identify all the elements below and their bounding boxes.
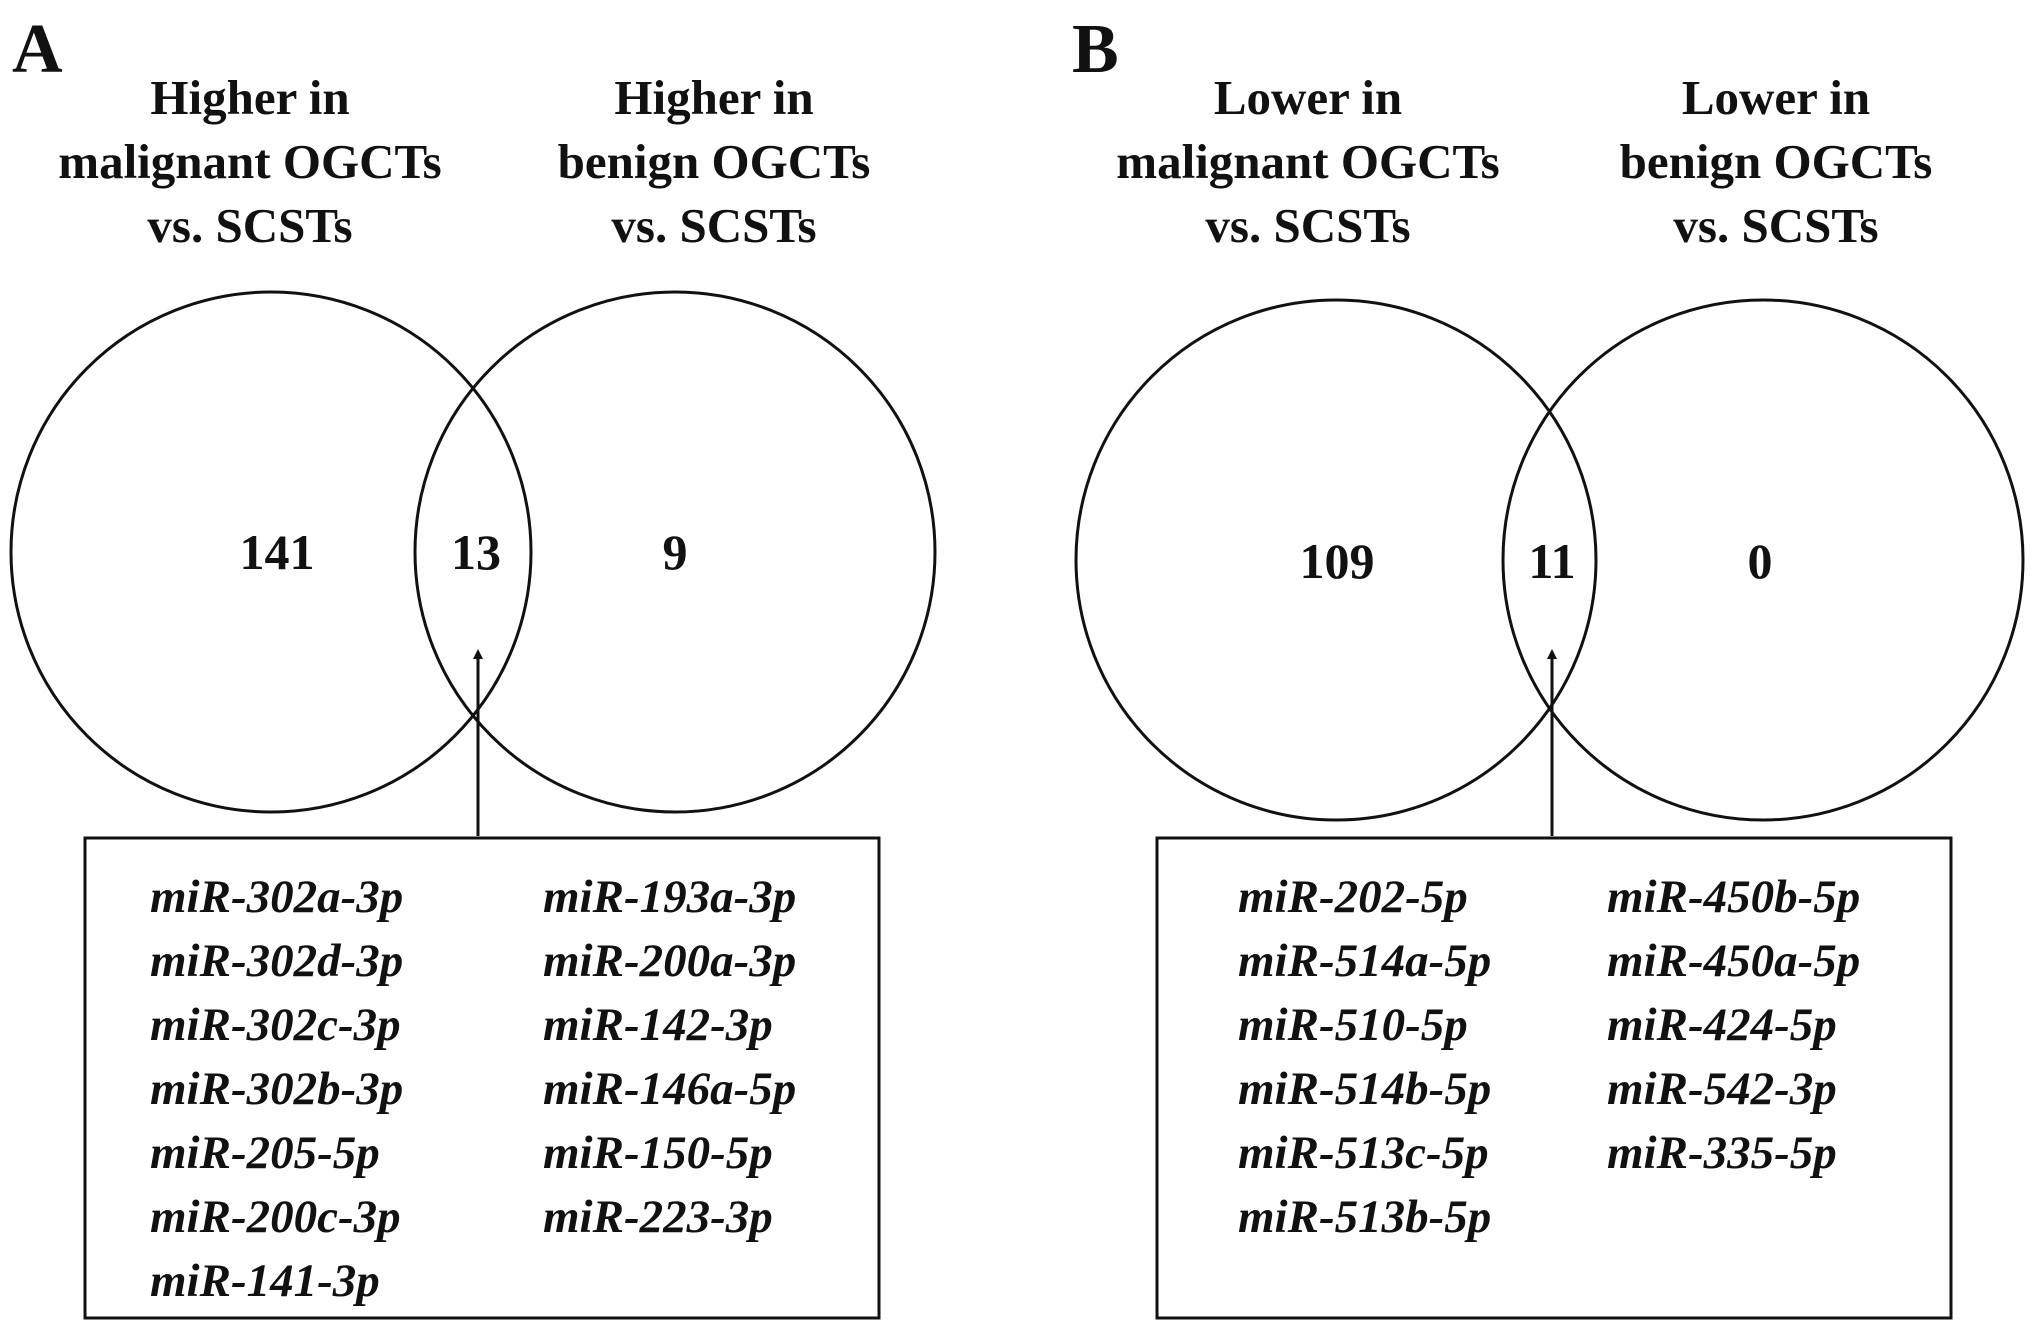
mirna-label: miR-510-5p: [1238, 999, 1468, 1051]
mirna-label: miR-223-3p: [543, 1191, 773, 1243]
mirna-label: miR-424-5p: [1607, 999, 1837, 1051]
mirna-label: miR-335-5p: [1607, 1127, 1837, 1179]
mirna-label: miR-302a-3p: [150, 871, 403, 923]
title-line: vs. SCSTs: [611, 198, 816, 253]
mirna-label: miR-200c-3p: [150, 1191, 401, 1243]
title-line: vs. SCSTs: [147, 198, 352, 253]
right-set-title: Lower in benign OGCTs vs. SCSTs: [1620, 70, 1933, 253]
title-line: malignant OGCTs: [58, 134, 441, 189]
right-set-title: Higher in benign OGCTs vs. SCSTs: [558, 70, 871, 253]
overlap-mirna-box: [1155, 836, 1953, 1320]
mirna-label: miR-514a-5p: [1238, 935, 1491, 987]
left-set-title: Lower in malignant OGCTs vs. SCSTs: [1116, 70, 1499, 253]
mirna-label: miR-193a-3p: [543, 871, 796, 923]
mirna-label: miR-513b-5p: [1238, 1191, 1491, 1243]
mirna-column-2: miR-193a-3p miR-200a-3p miR-142-3p miR-1…: [543, 871, 796, 1243]
title-line: vs. SCSTs: [1673, 198, 1878, 253]
panel-a: A Higher in malignant OGCTs vs. SCSTs Hi…: [9, 11, 937, 1320]
title-line: Lower in: [1682, 70, 1870, 125]
mirna-label: miR-542-3p: [1607, 1063, 1837, 1115]
left-set-title: Higher in malignant OGCTs vs. SCSTs: [58, 70, 441, 253]
title-line: Higher in: [150, 70, 349, 125]
title-line: Higher in: [614, 70, 813, 125]
overlap-mirna-box: [83, 836, 881, 1320]
mirna-column-1: miR-202-5p miR-514a-5p miR-510-5p miR-51…: [1238, 871, 1491, 1243]
right-only-count: 9: [663, 524, 688, 580]
right-set-circle: [413, 290, 937, 814]
mirna-label: miR-141-3p: [150, 1255, 380, 1307]
panel-letter: B: [1072, 11, 1119, 88]
mirna-label: miR-142-3p: [543, 999, 773, 1051]
mirna-label: miR-513c-5p: [1238, 1127, 1489, 1179]
mirna-label: miR-514b-5p: [1238, 1063, 1491, 1115]
mirna-label: miR-450b-5p: [1607, 871, 1860, 923]
mirna-label: miR-150-5p: [543, 1127, 773, 1179]
panel-letter: A: [12, 11, 63, 88]
overlap-count: 11: [1528, 533, 1575, 589]
left-only-count: 141: [240, 524, 315, 580]
mirna-label: miR-450a-5p: [1607, 935, 1860, 987]
mirna-column-1: miR-302a-3p miR-302d-3p miR-302c-3p miR-…: [150, 871, 403, 1307]
left-set-circle: [9, 290, 533, 814]
mirna-label: miR-202-5p: [1238, 871, 1468, 923]
left-only-count: 109: [1300, 533, 1375, 589]
left-set-circle: [1074, 298, 1598, 822]
right-only-count: 0: [1748, 533, 1773, 589]
title-line: malignant OGCTs: [1116, 134, 1499, 189]
title-line: Lower in: [1214, 70, 1402, 125]
mirna-label: miR-302b-3p: [150, 1063, 403, 1115]
title-line: benign OGCTs: [1620, 134, 1933, 189]
title-line: vs. SCSTs: [1205, 198, 1410, 253]
mirna-label: miR-302c-3p: [150, 999, 401, 1051]
mirna-column-2: miR-450b-5p miR-450a-5p miR-424-5p miR-5…: [1607, 871, 1860, 1179]
overlap-count: 13: [451, 524, 501, 580]
panel-b: B Lower in malignant OGCTs vs. SCSTs Low…: [1072, 11, 2025, 1320]
mirna-label: miR-302d-3p: [150, 935, 403, 987]
mirna-label: miR-146a-5p: [543, 1063, 796, 1115]
title-line: benign OGCTs: [558, 134, 871, 189]
mirna-label: miR-205-5p: [150, 1127, 380, 1179]
mirna-label: miR-200a-3p: [543, 935, 796, 987]
right-set-circle: [1501, 298, 2025, 822]
